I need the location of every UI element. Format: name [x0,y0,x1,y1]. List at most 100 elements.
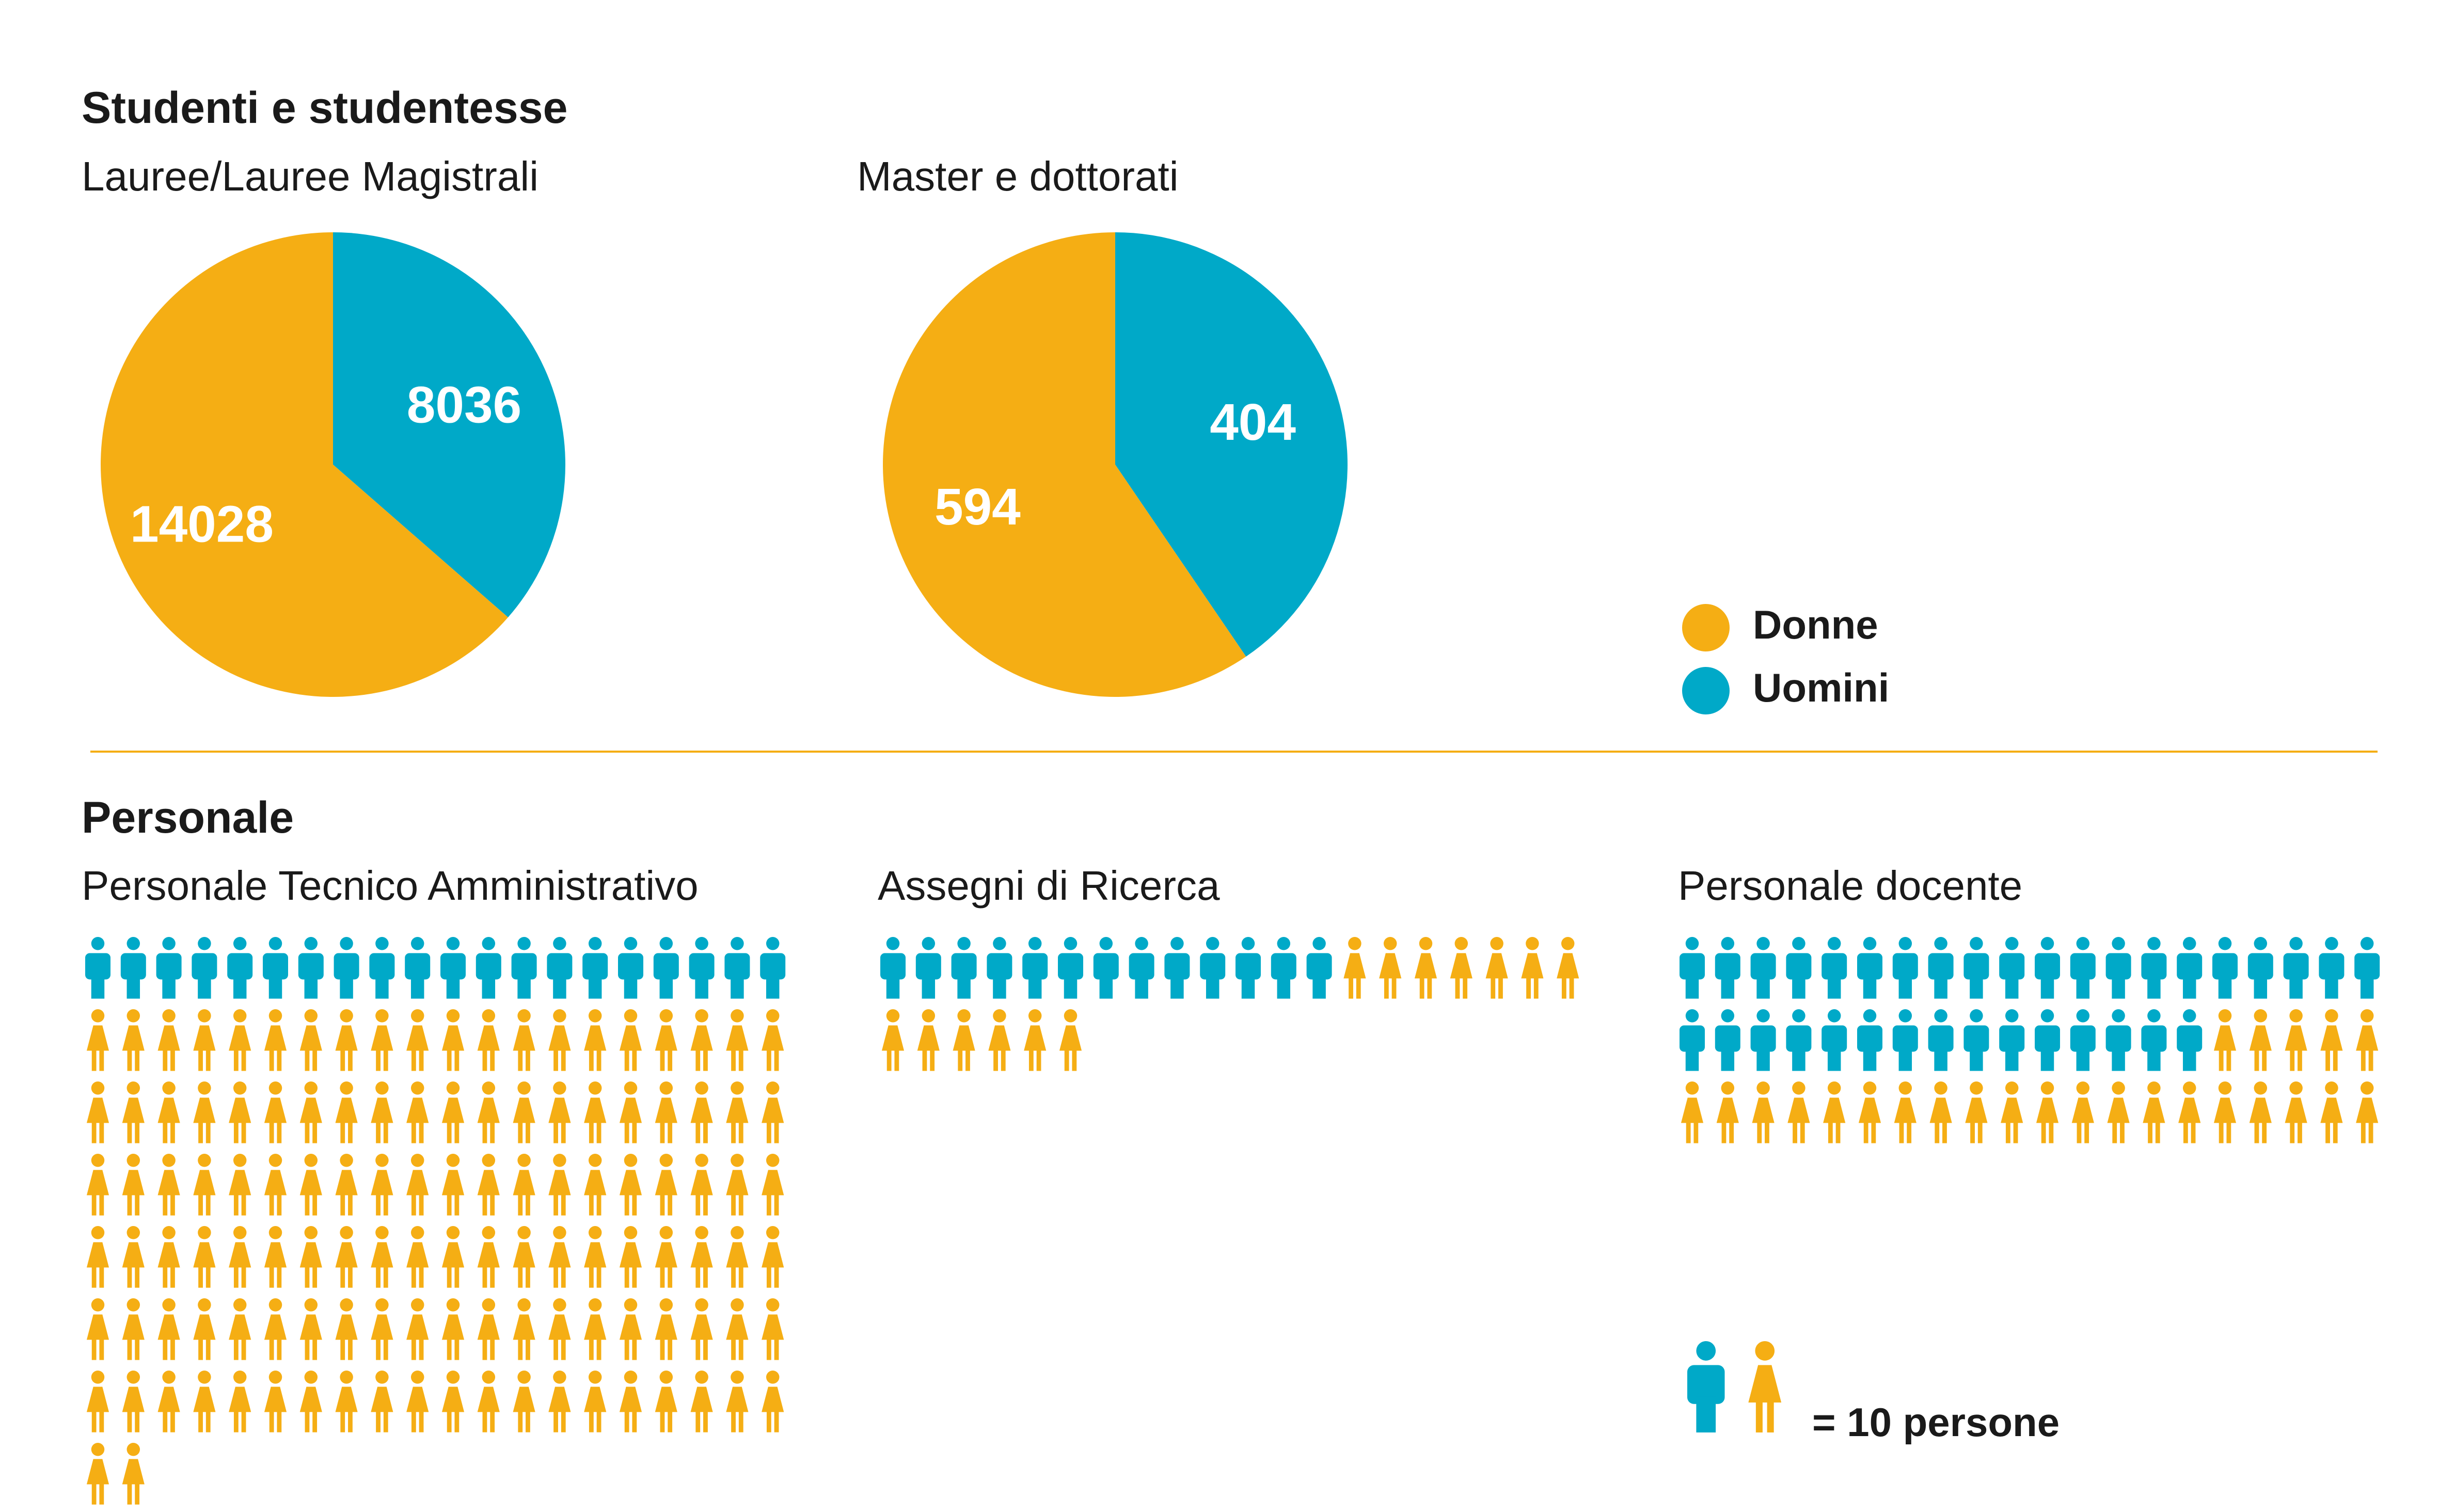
docenti-icon-man [1892,937,1918,999]
pta-icon-woman [335,1009,358,1071]
pta-icon-woman [371,1154,393,1216]
pta-icon-woman [406,1371,429,1433]
pta-icon-woman [299,1226,322,1288]
pta-icon-woman [157,1226,180,1288]
master-slice-women [883,232,1246,697]
docenti-icon-woman [2178,1081,2201,1143]
docenti-icon-man [2035,1009,2060,1071]
pta-icon-woman [371,1371,393,1433]
pta-icon-woman [477,1081,500,1143]
pta-icon-woman [86,1443,109,1505]
pta-icon-woman [655,1298,677,1360]
docenti-icon-man [2354,937,2380,999]
pta-icon-woman [193,1371,216,1433]
assegni-icon-man [987,937,1012,999]
pta-icon-woman [584,1298,607,1360]
docenti-icon-man [2247,937,2273,999]
pta-icon-woman [299,1081,322,1143]
assegni-icon-man [951,937,977,999]
pta-icon-woman [229,1371,251,1433]
pta-icon-man [227,937,253,999]
docenti-icon-woman [2285,1081,2307,1143]
docenti-icon-man [1857,937,1882,999]
pta-icon-woman [690,1081,713,1143]
pta-icon-woman [157,1371,180,1433]
pta-icon-woman [122,1154,145,1216]
pta-icon-woman [264,1226,287,1288]
master-chart-label: Master e dottorati [857,153,1179,199]
pta-icon-woman [299,1298,322,1360]
pta-icon-woman [548,1371,571,1433]
assegni-icon-man [1022,937,1048,999]
pta-icon-man [120,937,146,999]
pta-pictogram [85,937,786,1505]
pta-icon-woman [157,1298,180,1360]
docenti-icon-man [2070,1009,2096,1071]
pta-icon-man [760,937,786,999]
pta-icon-woman [229,1081,251,1143]
pta-icon-woman [655,1371,677,1433]
pta-icon-woman [513,1298,535,1360]
docenti-icon-woman [2320,1081,2343,1143]
legend-men-swatch [1682,667,1730,714]
pta-icon-woman [726,1226,749,1288]
docenti-label: Personale docente [1678,863,2023,909]
pta-icon-woman [406,1298,429,1360]
docenti-icon-man [1928,937,1954,999]
docenti-icon-man [1999,937,2025,999]
assegni-icon-woman [1414,937,1437,999]
pta-icon-woman [264,1009,287,1071]
docenti-icon-woman [2249,1081,2272,1143]
pta-icon-woman [193,1081,216,1143]
pta-icon-woman [513,1371,535,1433]
pta-icon-woman [335,1298,358,1360]
pta-icon-woman [86,1154,109,1216]
docenti-icon-woman [1787,1081,1810,1143]
docenti-icon-woman [2356,1081,2379,1143]
pta-icon-man [405,937,431,999]
docenti-icon-woman [1681,1081,1704,1143]
docenti-icon-man [2035,937,2060,999]
lauree-slice-men [333,232,566,617]
pta-icon-woman [441,1081,465,1143]
assegni-icon-man [1129,937,1154,999]
pta-icon-woman [229,1226,251,1288]
pta-icon-man [724,937,750,999]
pta-icon-woman [229,1009,251,1071]
pta-icon-woman [193,1298,216,1360]
pta-icon-woman [157,1154,180,1216]
docenti-icon-man [1963,1009,1989,1071]
pta-icon-woman [122,1081,145,1143]
pta-icon-woman [477,1009,500,1071]
assegni-icon-man [1306,937,1332,999]
pta-icon-woman [619,1154,642,1216]
pta-icon-man [547,937,573,999]
docenti-icon-woman [2213,1081,2237,1143]
master-pie: 404 594 [883,232,1348,697]
docenti-icon-man [1680,1009,1705,1071]
pta-icon-woman [584,1371,607,1433]
pta-icon-man [476,937,501,999]
pta-icon-woman [726,1009,749,1071]
docenti-icon-man [2177,1009,2203,1071]
pta-icon-woman [406,1154,429,1216]
docenti-icon-woman [1716,1081,1739,1143]
legend-women-swatch [1682,604,1730,651]
docenti-icon-man [1822,1009,1847,1071]
pta-icon-woman [441,1371,465,1433]
docenti-icon-woman [2071,1081,2094,1143]
assegni-icon-woman [1379,937,1402,999]
docenti-icon-man [1750,1009,1776,1071]
pta-icon-woman [441,1009,465,1071]
pta-icon-woman [584,1009,607,1071]
pta-icon-woman [122,1226,145,1288]
pta-icon-woman [157,1081,180,1143]
pta-icon-woman [762,1009,784,1071]
pta-icon-woman [477,1226,500,1288]
lauree-value-women: 14028 [130,495,274,553]
pta-icon-woman [726,1081,749,1143]
pta-icon-woman [726,1154,749,1216]
pta-icon-man [263,937,288,999]
pta-icon-woman [371,1009,393,1071]
pta-icon-woman [548,1154,571,1216]
